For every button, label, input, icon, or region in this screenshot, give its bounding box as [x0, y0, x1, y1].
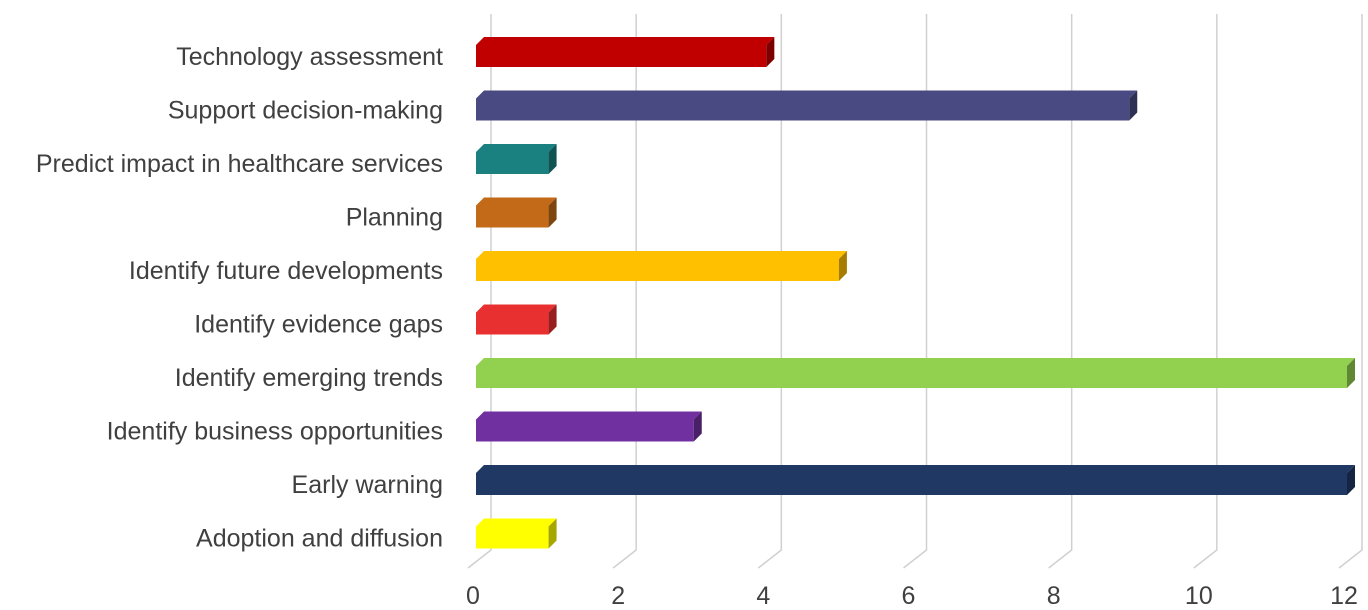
bar-4 — [476, 251, 847, 281]
bar-5 — [476, 304, 557, 335]
bar-front-face — [476, 205, 549, 228]
grid-lines — [467, 14, 1363, 569]
bar-side-face — [548, 144, 557, 174]
bar-top-face — [476, 465, 1355, 473]
x-tick-label-4: 4 — [756, 582, 770, 610]
x-axis-tick-labels: 0 2 4 6 8 10 12 — [466, 582, 1358, 610]
bar-front-face — [476, 526, 549, 549]
bar-side-face — [1347, 465, 1355, 495]
bar-front-face — [476, 312, 549, 335]
category-label-0: Technology assessment — [176, 43, 443, 71]
bar-1 — [476, 90, 1138, 121]
bar-top-face — [476, 144, 557, 152]
bar-front-face — [476, 45, 767, 67]
bar-3 — [476, 197, 557, 228]
gridline-2 — [612, 14, 637, 569]
bar-top-face — [476, 197, 557, 206]
category-label-1: Support decision-making — [168, 97, 443, 125]
bar-2 — [476, 144, 557, 174]
gridline-10 — [1193, 14, 1218, 569]
bar-front-face — [476, 366, 1347, 388]
bar-front-face — [476, 98, 1130, 121]
x-tick-label-8: 8 — [1047, 582, 1061, 610]
gridline-8 — [1048, 14, 1073, 569]
bar-side-face — [766, 37, 775, 67]
bar-7 — [476, 411, 702, 442]
category-label-8: Early warning — [292, 471, 443, 499]
bar-0 — [476, 37, 775, 67]
bars — [476, 37, 1355, 549]
bar-side-face — [693, 411, 702, 442]
gridline-6 — [903, 14, 928, 569]
category-label-5: Identify evidence gaps — [194, 311, 443, 339]
category-label-3: Planning — [346, 204, 443, 232]
bar-side-face — [838, 251, 847, 281]
bar-front-face — [476, 152, 549, 174]
category-label-9: Adoption and diffusion — [196, 525, 443, 553]
category-label-2: Predict impact in healthcare services — [36, 150, 443, 178]
bar-top-face — [476, 304, 557, 313]
bar-front-face — [476, 419, 694, 442]
bar-top-face — [476, 90, 1138, 99]
category-label-6: Identify emerging trends — [175, 364, 443, 392]
category-label-7: Identify business opportunities — [107, 418, 443, 446]
bar-side-face — [1129, 90, 1138, 121]
bar-top-face — [476, 251, 847, 259]
bar-top-face — [476, 358, 1355, 366]
bar-front-face — [476, 259, 839, 281]
x-tick-label-12: 12 — [1330, 582, 1358, 610]
gridline-12 — [1338, 14, 1363, 569]
bar-front-face — [476, 473, 1347, 495]
category-label-4: Identify future developments — [129, 257, 443, 285]
bar-8 — [476, 465, 1355, 495]
bar-9 — [476, 518, 557, 549]
x-tick-label-10: 10 — [1185, 582, 1213, 610]
bar-top-face — [476, 518, 557, 527]
bar-top-face — [476, 411, 702, 420]
gridline-0 — [467, 14, 492, 569]
bar-side-face — [548, 197, 557, 228]
bar-top-face — [476, 37, 775, 45]
x-tick-label-2: 2 — [611, 582, 625, 610]
gridline-4 — [757, 14, 783, 569]
x-tick-label-0: 0 — [466, 582, 480, 610]
bar-side-face — [548, 518, 557, 549]
x-tick-label-6: 6 — [902, 582, 916, 610]
bar-side-face — [1347, 358, 1355, 388]
bar-6 — [476, 358, 1355, 388]
bar-side-face — [548, 304, 557, 335]
category-labels: Technology assessment Support decision-ma… — [36, 43, 443, 553]
